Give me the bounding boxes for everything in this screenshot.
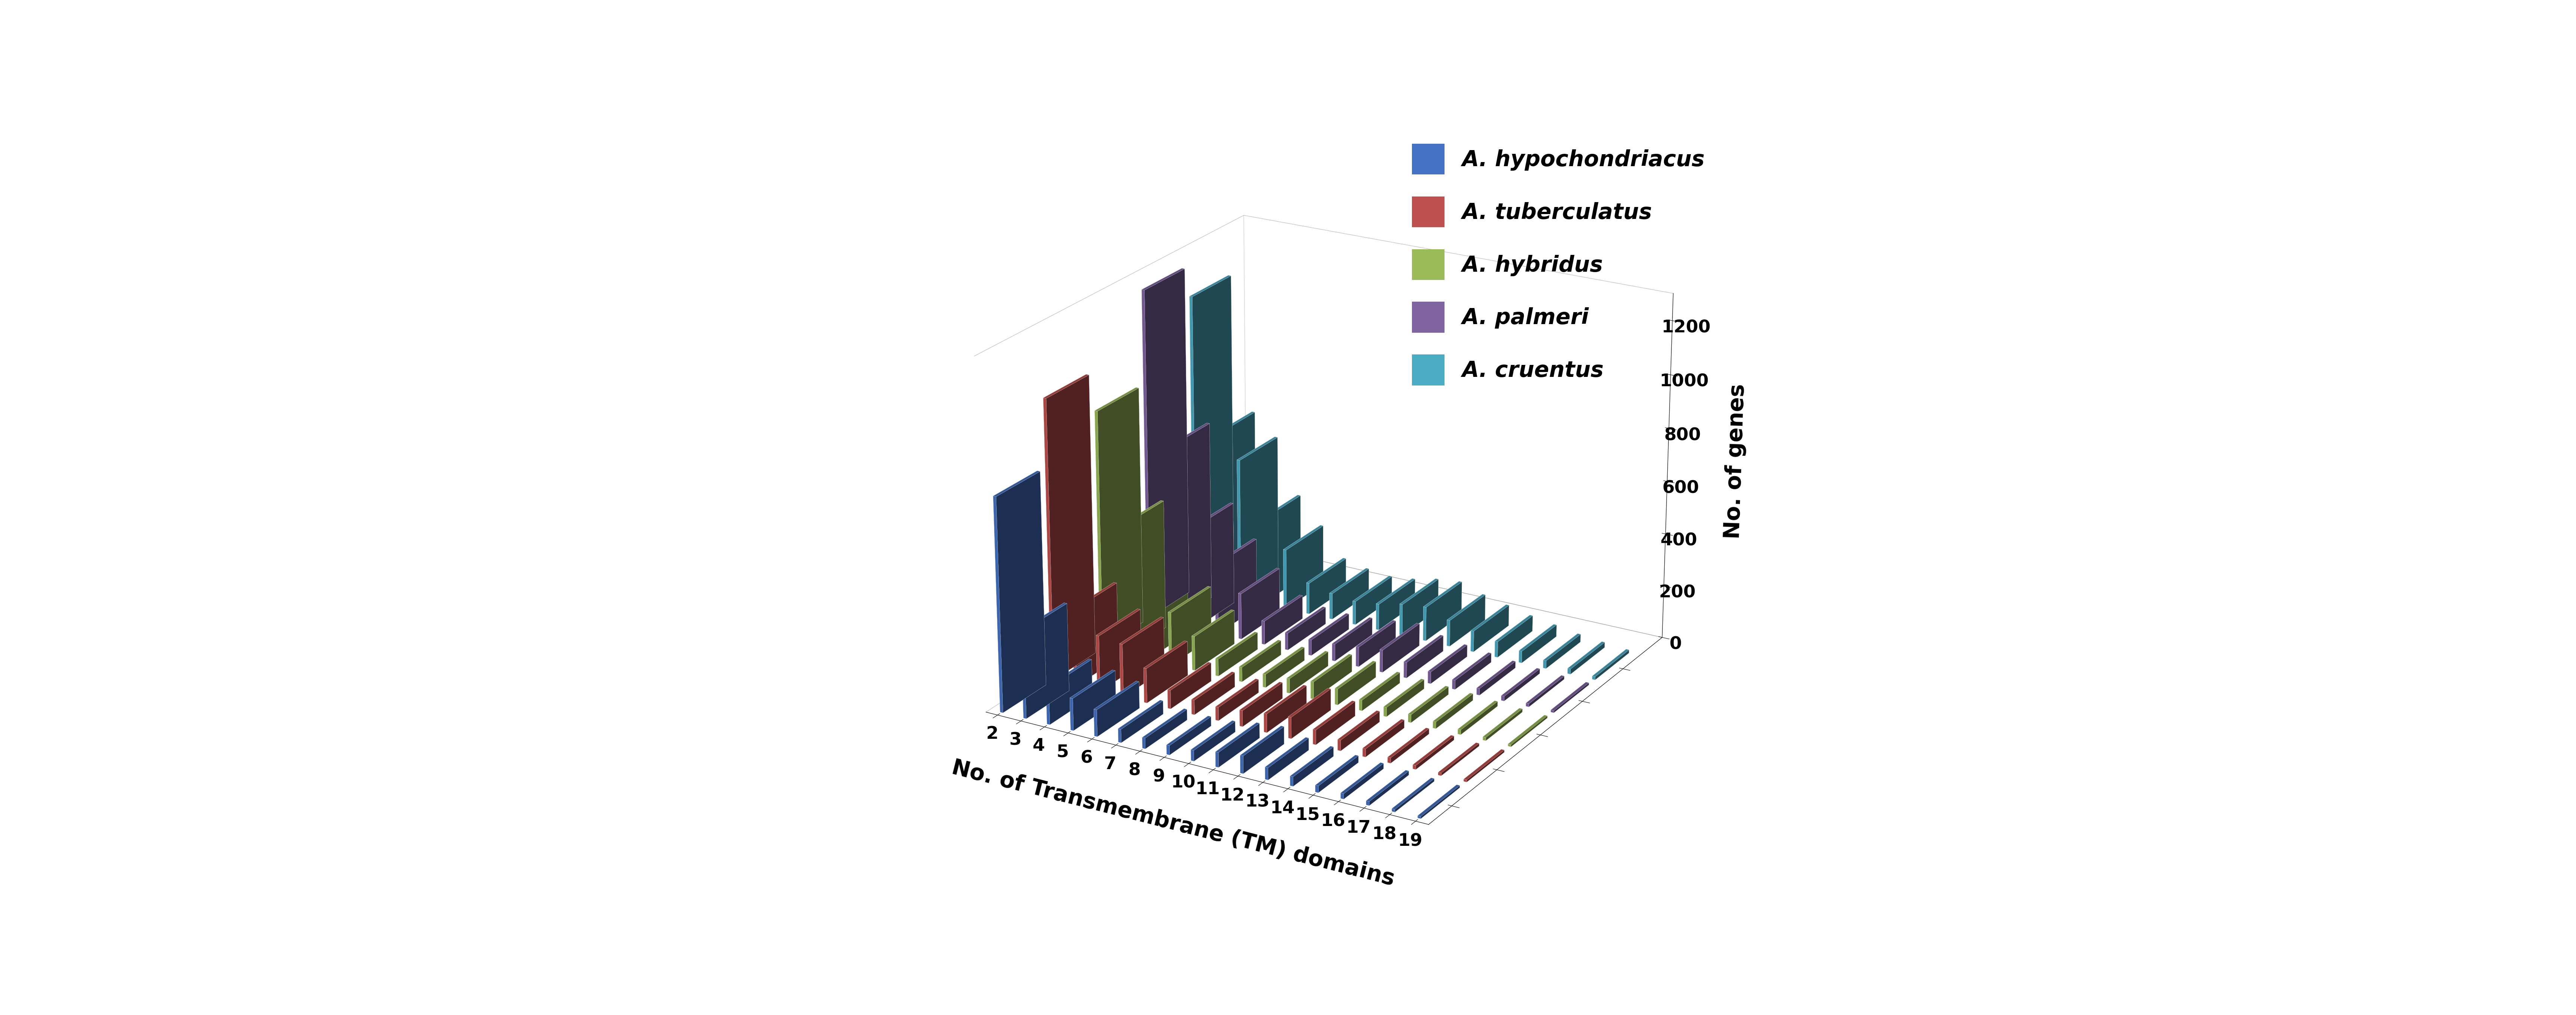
Legend: A. hypochondriacus, A. tuberculatus, A. hybridus, A. palmeri, A. cruentus: A. hypochondriacus, A. tuberculatus, A. … [1401,133,1716,396]
X-axis label: No. of Transmembrane (TM) domains: No. of Transmembrane (TM) domains [951,757,1396,890]
